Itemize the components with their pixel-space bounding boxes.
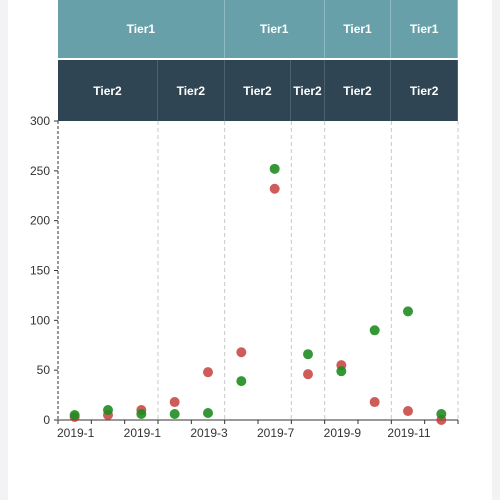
y-tick-label: 200 (30, 214, 50, 228)
data-point[interactable] (236, 376, 247, 387)
tier2-header-cell: Tier2 (158, 60, 225, 121)
tier2-header-cell: Tier2 (224, 60, 292, 121)
data-point[interactable] (303, 349, 313, 360)
tier1-header-cell: Tier1 (224, 0, 325, 58)
data-point[interactable] (369, 397, 380, 408)
tier2-header-cell: Tier2 (291, 60, 325, 121)
data-point[interactable] (136, 409, 147, 420)
x-axis-ticks: 2019-1 2019-1 2019-3 2019-7 2019-9 2019-11 (57, 420, 459, 440)
x-tick-label: 2019-9 (324, 426, 362, 440)
data-point[interactable] (403, 406, 413, 417)
tier2-header-cell: Tier2 (391, 60, 458, 121)
data-point[interactable] (369, 325, 380, 336)
x-tick-label: 2019-3 (190, 426, 228, 440)
data-point[interactable] (269, 183, 280, 194)
tier2-header-cell: Tier2 (58, 60, 158, 121)
data-point[interactable] (303, 369, 313, 380)
data-point[interactable] (436, 409, 447, 420)
data-point[interactable] (169, 397, 180, 408)
tier1-header-cell: Tier1 (58, 0, 225, 58)
y-tick-label: 250 (30, 164, 50, 178)
x-tick-label: 2019-1 (124, 426, 162, 440)
data-point[interactable] (403, 306, 413, 317)
data-point[interactable] (236, 347, 247, 358)
tier1-header-cell: Tier1 (391, 0, 458, 58)
data-point[interactable] (203, 408, 213, 419)
y-tick-label: 50 (37, 363, 51, 377)
y-tick-label: 150 (30, 264, 50, 278)
data-point[interactable] (103, 405, 113, 416)
data-point[interactable] (203, 367, 213, 378)
data-points (69, 163, 447, 425)
x-tick-label: 2019-7 (257, 426, 295, 440)
group-dividers (157, 121, 459, 420)
data-point[interactable] (69, 410, 80, 421)
x-tick-label: 2019-11 (387, 426, 430, 440)
data-point[interactable] (269, 163, 280, 174)
data-point[interactable] (169, 409, 180, 420)
y-axis-ticks: 0 50 100 150 200 250 300 (30, 114, 58, 427)
y-tick-label: 300 (30, 114, 50, 128)
data-point[interactable] (336, 366, 347, 377)
tier2-header-cell: Tier2 (324, 60, 392, 121)
tier1-header-cell: Tier1 (324, 0, 392, 58)
y-tick-label: 100 (30, 313, 50, 327)
x-tick-label: 2019-1 (57, 426, 95, 440)
y-tick-label: 0 (43, 413, 50, 427)
axes (57, 121, 458, 421)
